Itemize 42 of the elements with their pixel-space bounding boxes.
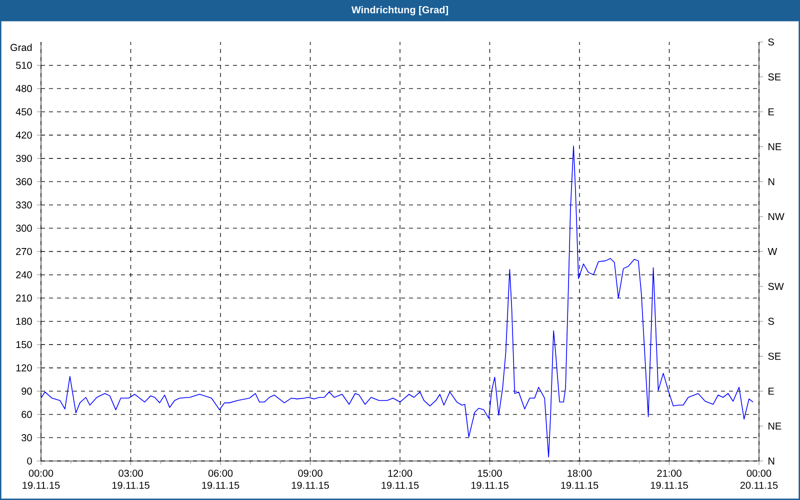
y-tick-label: 240 bbox=[16, 271, 32, 278]
y-tick-label: 510 bbox=[16, 62, 32, 69]
x-tick-label: 18:00 19.11.15 bbox=[561, 470, 598, 489]
x-tick-label: 09:00 19.11.15 bbox=[292, 470, 329, 489]
y-tick-label: 450 bbox=[16, 108, 32, 116]
y-tick-label: 330 bbox=[16, 201, 32, 208]
category-label: W bbox=[768, 248, 778, 255]
y-tick-label: 210 bbox=[16, 294, 32, 302]
x-tick-label: 21:00 19.11.15 bbox=[650, 470, 688, 489]
y-tick-label: 30 bbox=[22, 434, 32, 442]
y-tick-label: 180 bbox=[16, 318, 32, 325]
category-label: N bbox=[768, 178, 774, 186]
category-label: S bbox=[768, 38, 774, 46]
y-tick-label: 360 bbox=[16, 178, 32, 186]
y-tick-label: 150 bbox=[16, 341, 32, 348]
x-tick-label: 00:00 19.11.15 bbox=[22, 470, 60, 489]
category-label: SE bbox=[768, 73, 781, 80]
category-label: E bbox=[768, 108, 774, 116]
category-label: S bbox=[768, 318, 774, 325]
y-tick-label: 90 bbox=[22, 388, 32, 395]
y-tick-label: 300 bbox=[16, 224, 32, 232]
category-label: NW bbox=[768, 213, 784, 220]
category-label: NE bbox=[768, 143, 782, 150]
category-label: E bbox=[768, 388, 774, 395]
y-axis-title: Grad bbox=[10, 44, 32, 52]
x-tick-label: 00:00 20.11.15 bbox=[740, 470, 778, 489]
category-label: SE bbox=[768, 352, 781, 360]
y-tick-label: 390 bbox=[16, 154, 32, 162]
y-tick-label: 270 bbox=[16, 248, 32, 256]
y-tick-label: 120 bbox=[16, 364, 32, 372]
x-tick-label: 06:00 19.11.15 bbox=[202, 470, 240, 489]
y-tick-label: 420 bbox=[16, 132, 32, 139]
y-tick-label: 0 bbox=[27, 457, 32, 465]
y-tick-label: 60 bbox=[22, 410, 32, 418]
x-tick-label: 12:00 19.11.15 bbox=[382, 470, 419, 489]
category-label: N bbox=[768, 458, 774, 464]
category-label: NE bbox=[768, 422, 782, 430]
x-tick-label: 03:00 19.11.15 bbox=[112, 470, 150, 489]
y-tick-label: 480 bbox=[16, 85, 32, 92]
chart-title: Windrichtung [Grad] bbox=[351, 6, 448, 16]
x-tick-label: 15:00 19.11.15 bbox=[471, 470, 508, 489]
category-label: SW bbox=[768, 282, 784, 290]
